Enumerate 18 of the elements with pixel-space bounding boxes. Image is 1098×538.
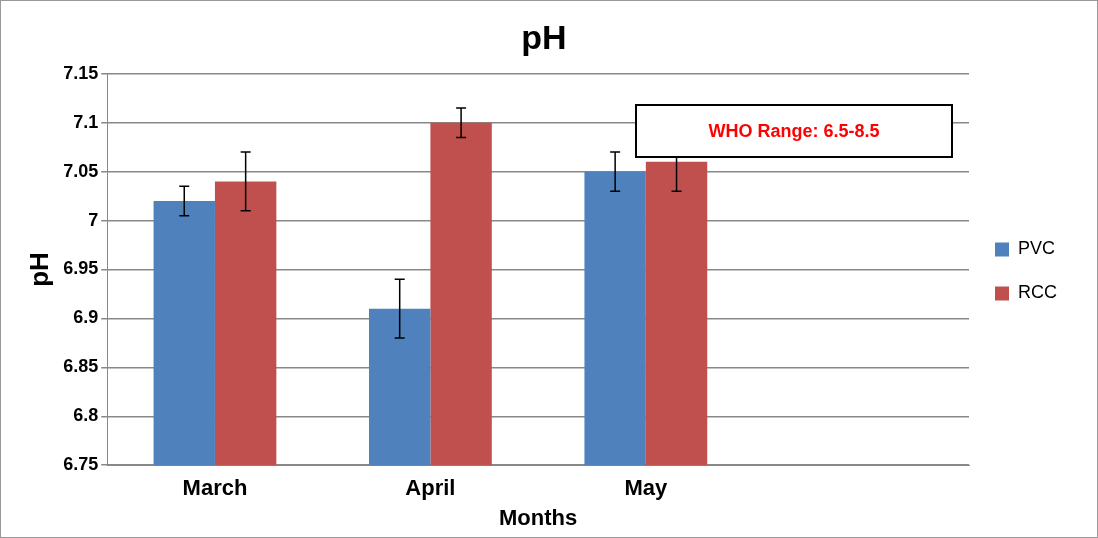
y-tick-label: 6.95 — [63, 258, 99, 279]
y-tick-label: 6.8 — [73, 405, 99, 426]
y-axis-title: pH — [23, 252, 54, 287]
x-tick-label: March — [182, 475, 248, 501]
chart-title: pH — [521, 17, 567, 56]
x-axis-title: Months — [499, 504, 578, 530]
y-tick-label: 6.85 — [63, 356, 99, 377]
legend-label: PVC — [1018, 238, 1056, 259]
y-tick-label: 7.15 — [63, 62, 99, 83]
y-tick-label: 7.1 — [73, 111, 99, 132]
legend-label: RCC — [1018, 282, 1057, 303]
y-tick-label: 7.05 — [63, 160, 99, 181]
x-tick-label: April — [405, 475, 456, 501]
y-tick-label: 7 — [88, 209, 99, 230]
y-tick-label: 6.75 — [63, 454, 99, 475]
text-box: WHO Range: 6.5-8.5 — [635, 104, 953, 158]
y-tick-label: 6.9 — [73, 307, 99, 328]
x-tick-label: May — [624, 475, 668, 501]
